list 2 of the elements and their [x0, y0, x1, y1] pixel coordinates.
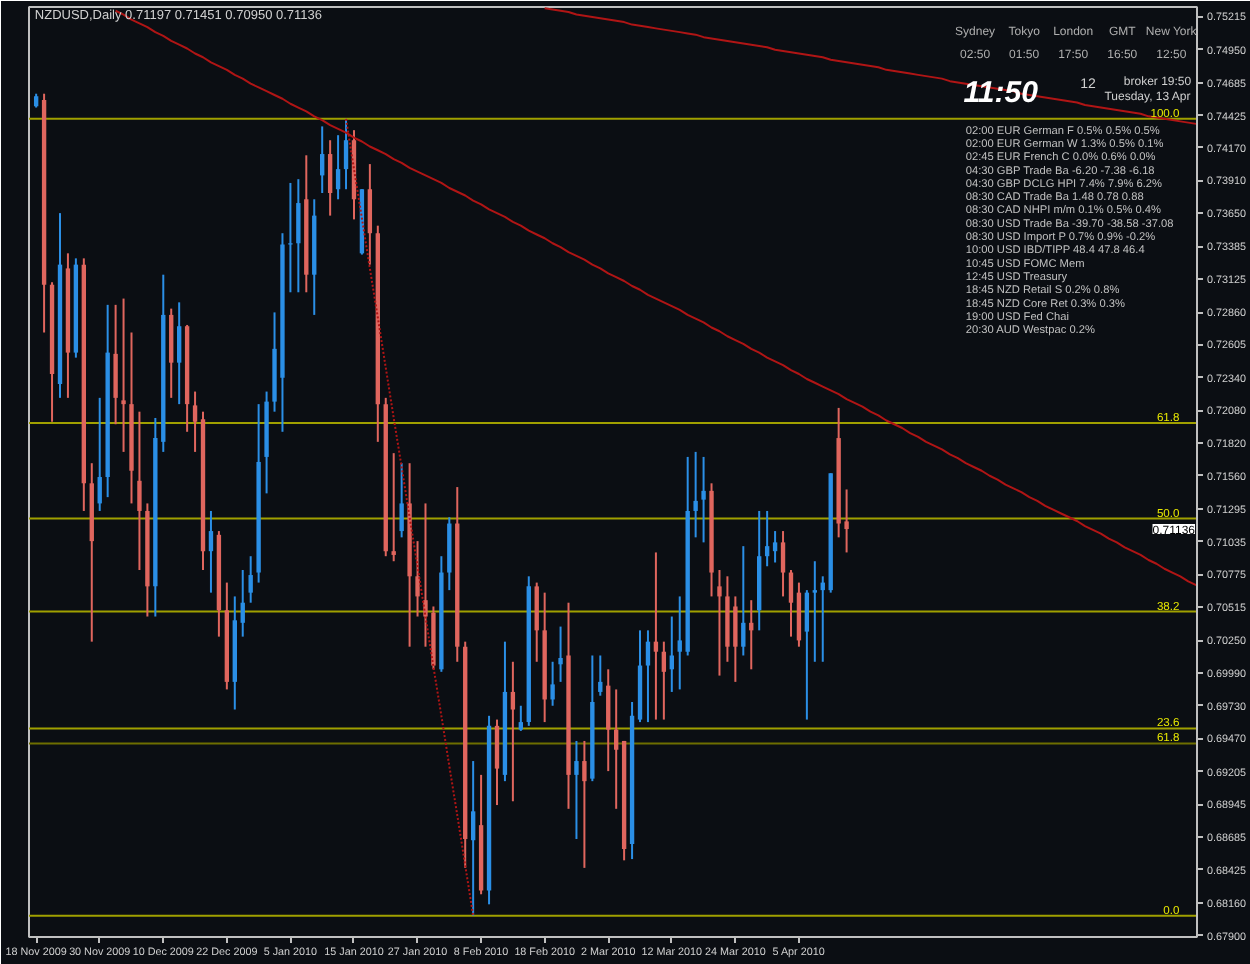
- line-series: [543, 7, 1197, 125]
- candlestick: [288, 181, 293, 294]
